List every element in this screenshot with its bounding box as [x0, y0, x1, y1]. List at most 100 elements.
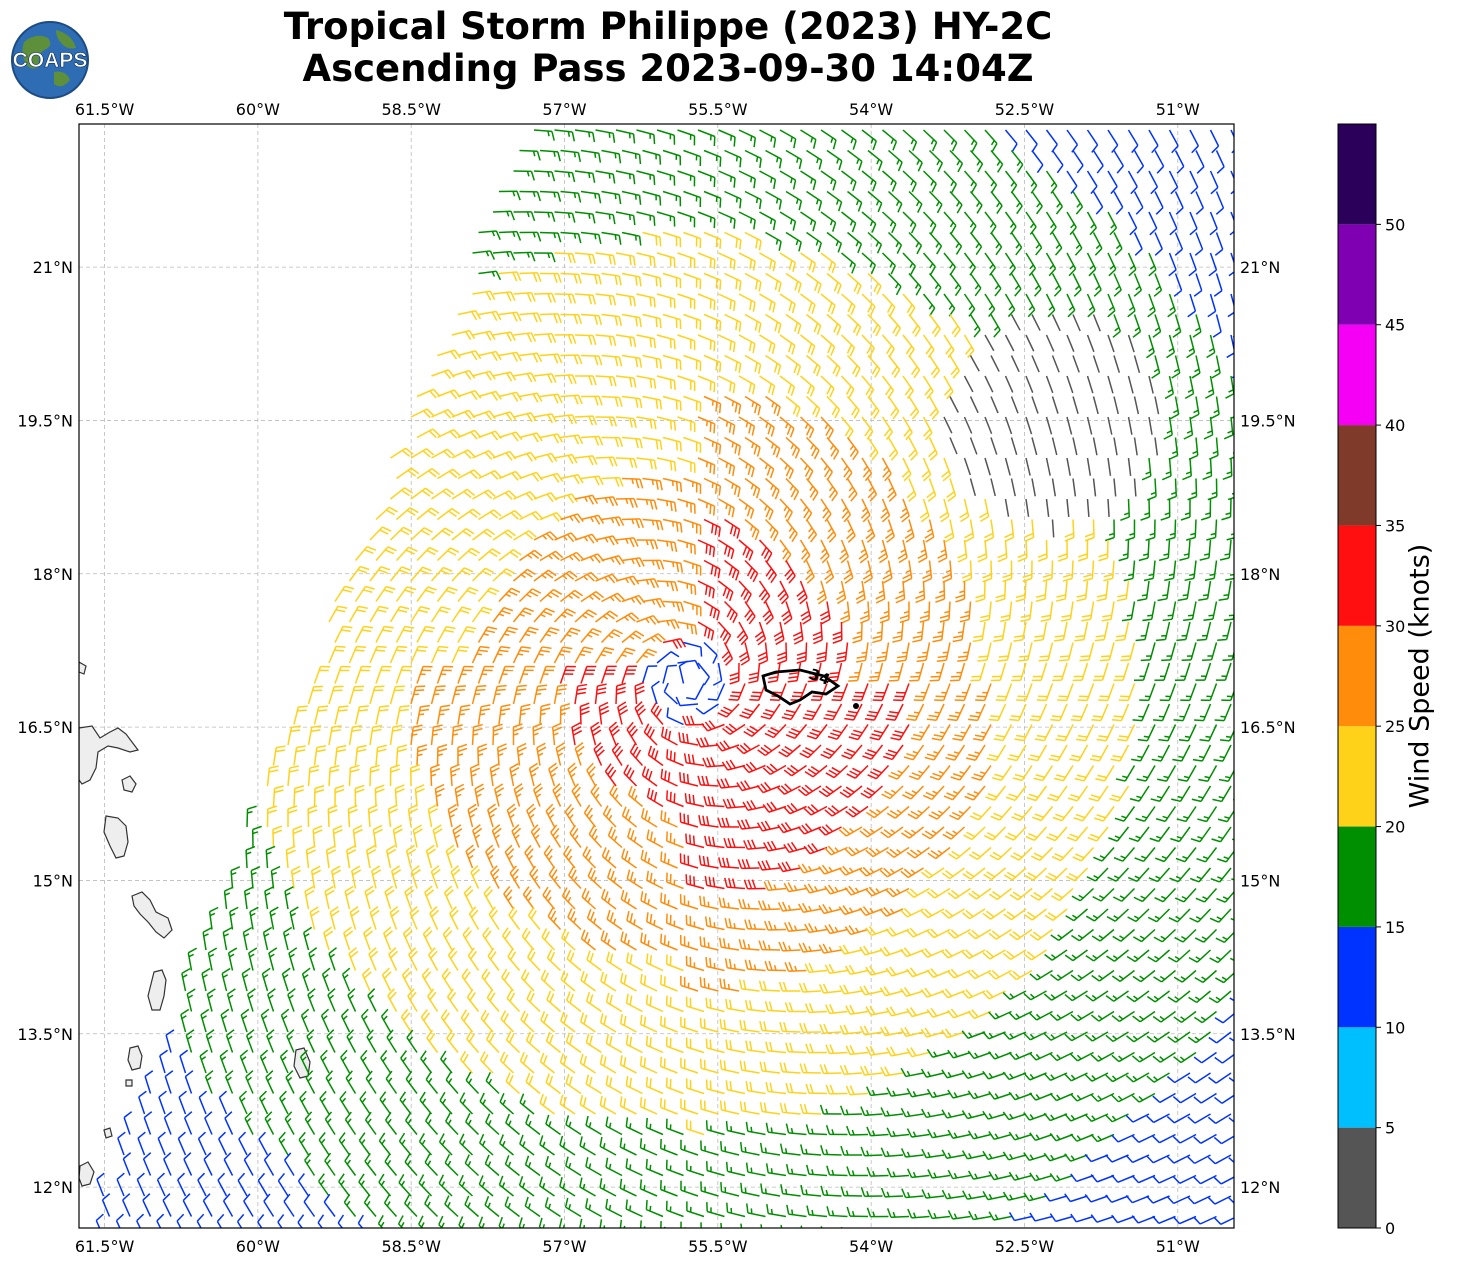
wind-barb	[1187, 1195, 1211, 1205]
wind-barb	[369, 605, 389, 623]
wind-barb	[558, 1218, 566, 1228]
wind-barb	[1106, 1235, 1129, 1243]
wind-barb	[421, 967, 433, 992]
wind-barb	[348, 764, 360, 787]
wind-barb	[1248, 294, 1256, 317]
wind-barb	[1147, 949, 1170, 963]
wind-barb	[498, 431, 523, 442]
wind-barb	[743, 723, 766, 737]
wind-barb	[1235, 233, 1243, 256]
wind-barb	[478, 270, 502, 281]
wind-barb	[457, 626, 477, 643]
wind-barb	[1003, 867, 1027, 881]
wind-barb	[1009, 928, 1033, 941]
wind-barb	[636, 170, 656, 185]
wind-barb	[840, 1186, 863, 1197]
wind-barb	[312, 825, 323, 848]
wind-barb	[1004, 252, 1017, 276]
wind-barb	[471, 606, 493, 623]
wind-barb	[465, 1071, 480, 1095]
wind-barb	[659, 1056, 678, 1074]
wind-barb	[1163, 416, 1173, 440]
wind-barb	[724, 395, 742, 415]
wind-barb	[1235, 1094, 1257, 1104]
wind-barb	[567, 762, 578, 787]
wind-barb	[544, 1155, 561, 1177]
wind-barb	[1072, 437, 1078, 456]
wind-barb	[513, 568, 536, 582]
wind-barb	[1105, 1031, 1129, 1043]
wind-barb	[859, 945, 883, 956]
wind-barb	[621, 630, 645, 644]
wind-barb	[1070, 1213, 1094, 1223]
wind-barb	[947, 968, 971, 979]
wind-barb	[287, 988, 296, 1012]
lon-tick-label-top: 57°W	[542, 100, 586, 119]
wind-barb	[1208, 1237, 1231, 1244]
wind-barb	[571, 783, 582, 807]
wind-barb	[700, 1181, 719, 1197]
wind-barb	[601, 592, 625, 603]
wind-barb	[1250, 438, 1259, 459]
wind-barb	[288, 947, 298, 971]
wind-barb	[267, 988, 276, 1012]
wind-barb	[96, 1172, 105, 1197]
wind-barb	[1085, 1235, 1108, 1243]
wind-barb	[1127, 334, 1135, 353]
wind-barb	[942, 560, 953, 583]
wind-barb	[779, 498, 793, 521]
wind-barb	[1034, 724, 1054, 742]
wind-barb	[457, 350, 482, 361]
wind-barb	[662, 600, 685, 612]
wind-barb	[615, 497, 638, 508]
wind-barb	[1188, 949, 1212, 963]
wind-barb	[351, 865, 362, 889]
wind-barb	[805, 1164, 828, 1177]
wind-barb	[680, 1016, 699, 1033]
wind-barb	[579, 1012, 596, 1033]
wind-barb	[432, 824, 443, 848]
wind-barb	[348, 724, 362, 746]
wind-barb	[703, 518, 721, 537]
wind-barb	[498, 587, 521, 603]
wind-barb	[683, 518, 702, 535]
wind-barb	[678, 732, 699, 746]
wind-barb	[518, 626, 539, 643]
wind-barb	[600, 930, 617, 951]
wind-barb	[226, 988, 236, 1012]
wind-barb	[949, 437, 958, 455]
wind-barb	[1085, 908, 1109, 922]
wind-barb	[784, 560, 796, 584]
wind-barb	[595, 573, 619, 584]
wind-barb	[779, 1143, 801, 1156]
wind-barb	[554, 252, 576, 264]
wind-barb	[836, 580, 847, 605]
wind-barb	[820, 457, 833, 481]
wind-barb	[1217, 809, 1234, 823]
wind-barb	[744, 919, 766, 931]
wind-barb	[967, 1130, 992, 1140]
wind-barb	[1107, 375, 1114, 394]
wind-barb	[492, 250, 516, 261]
lat-tick-label-left: 19.5°N	[17, 411, 73, 430]
wind-barb	[867, 231, 883, 254]
wind-barb	[728, 683, 746, 701]
wind-barb	[779, 375, 796, 397]
wind-barb	[388, 947, 399, 971]
wind-barb	[639, 1220, 646, 1228]
wind-barb	[519, 392, 543, 403]
wind-barb	[507, 948, 521, 971]
wind-barb	[420, 1050, 433, 1074]
wind-barb	[595, 456, 618, 467]
wind-barb	[1045, 498, 1050, 517]
wind-barb	[434, 783, 445, 807]
wind-barb	[595, 293, 617, 306]
wind-barb	[539, 472, 564, 483]
wind-barb	[720, 1182, 740, 1197]
wind-barb	[1133, 887, 1156, 903]
wind-barb	[601, 395, 623, 407]
wind-barb	[519, 190, 542, 202]
colorbar-tick-label: 10	[1385, 1018, 1405, 1037]
wind-barb	[554, 570, 578, 582]
wind-barb	[868, 662, 884, 682]
